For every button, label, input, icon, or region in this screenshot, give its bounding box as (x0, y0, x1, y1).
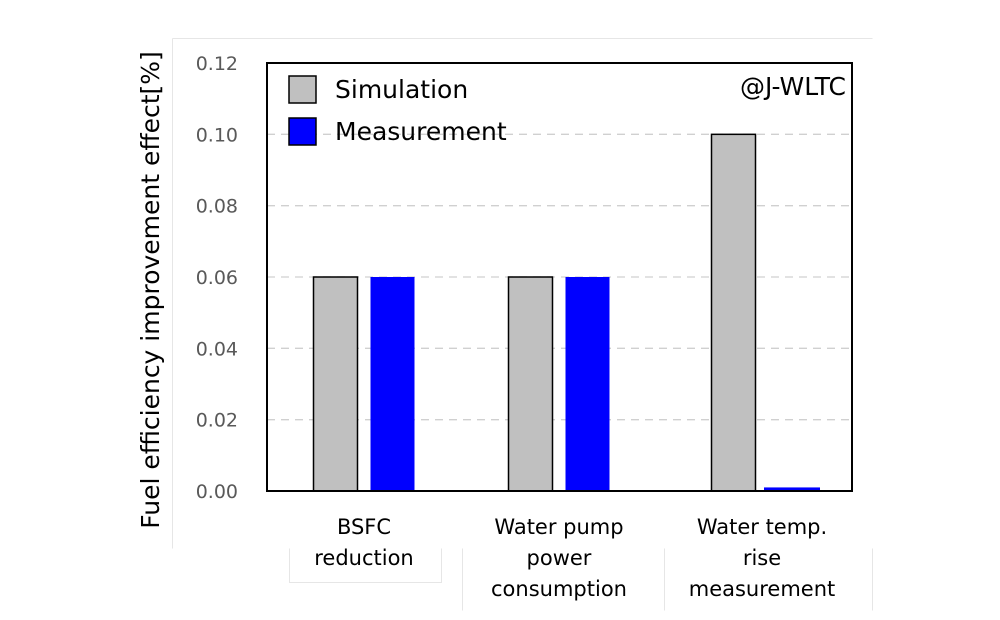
legend-swatch (288, 75, 317, 104)
y-tick-label: 0.00 (196, 481, 238, 503)
legend-label: Measurement (335, 117, 507, 146)
x-category-label: power (527, 546, 592, 570)
x-category-label: rise (743, 546, 781, 570)
bars (312, 133, 820, 492)
bar-measurement (764, 487, 820, 491)
x-category-labels: BSFC reduction Water pump power consumption W… (314, 515, 835, 601)
plot-frame (266, 62, 853, 492)
legend: Simulation Measurement (288, 75, 507, 146)
y-tick-label: 0.10 (196, 124, 238, 146)
y-tick-labels: 0.00 0.02 0.04 0.06 0.08 0.10 0.12 (196, 53, 238, 503)
x-category-label: Water pump (494, 515, 623, 539)
x-category-label: measurement (689, 577, 836, 601)
legend-label: Simulation (335, 75, 468, 104)
bar-simulation (507, 276, 554, 492)
y-tick-label: 0.04 (196, 338, 238, 360)
x-category-label: BSFC (337, 515, 391, 539)
y-tick-label: 0.12 (196, 53, 238, 75)
y-tick-label: 0.06 (196, 267, 238, 289)
bar-simulation (710, 133, 757, 492)
y-tick-label: 0.02 (196, 410, 238, 432)
y-tick-label: 0.08 (196, 196, 238, 218)
x-category-label: consumption (491, 577, 627, 601)
legend-swatch (288, 117, 317, 146)
cycle-annotation: @J-WLTC (740, 72, 846, 101)
x-category-label: reduction (314, 546, 414, 570)
x-category-label: Water temp. (697, 515, 827, 539)
bar-measurement (370, 277, 415, 491)
bar-measurement (565, 277, 610, 491)
panel-outlines (172, 38, 873, 611)
bar-simulation (312, 276, 359, 492)
y-axis-label: Fuel efficiency improvement effect[%] (136, 51, 165, 529)
